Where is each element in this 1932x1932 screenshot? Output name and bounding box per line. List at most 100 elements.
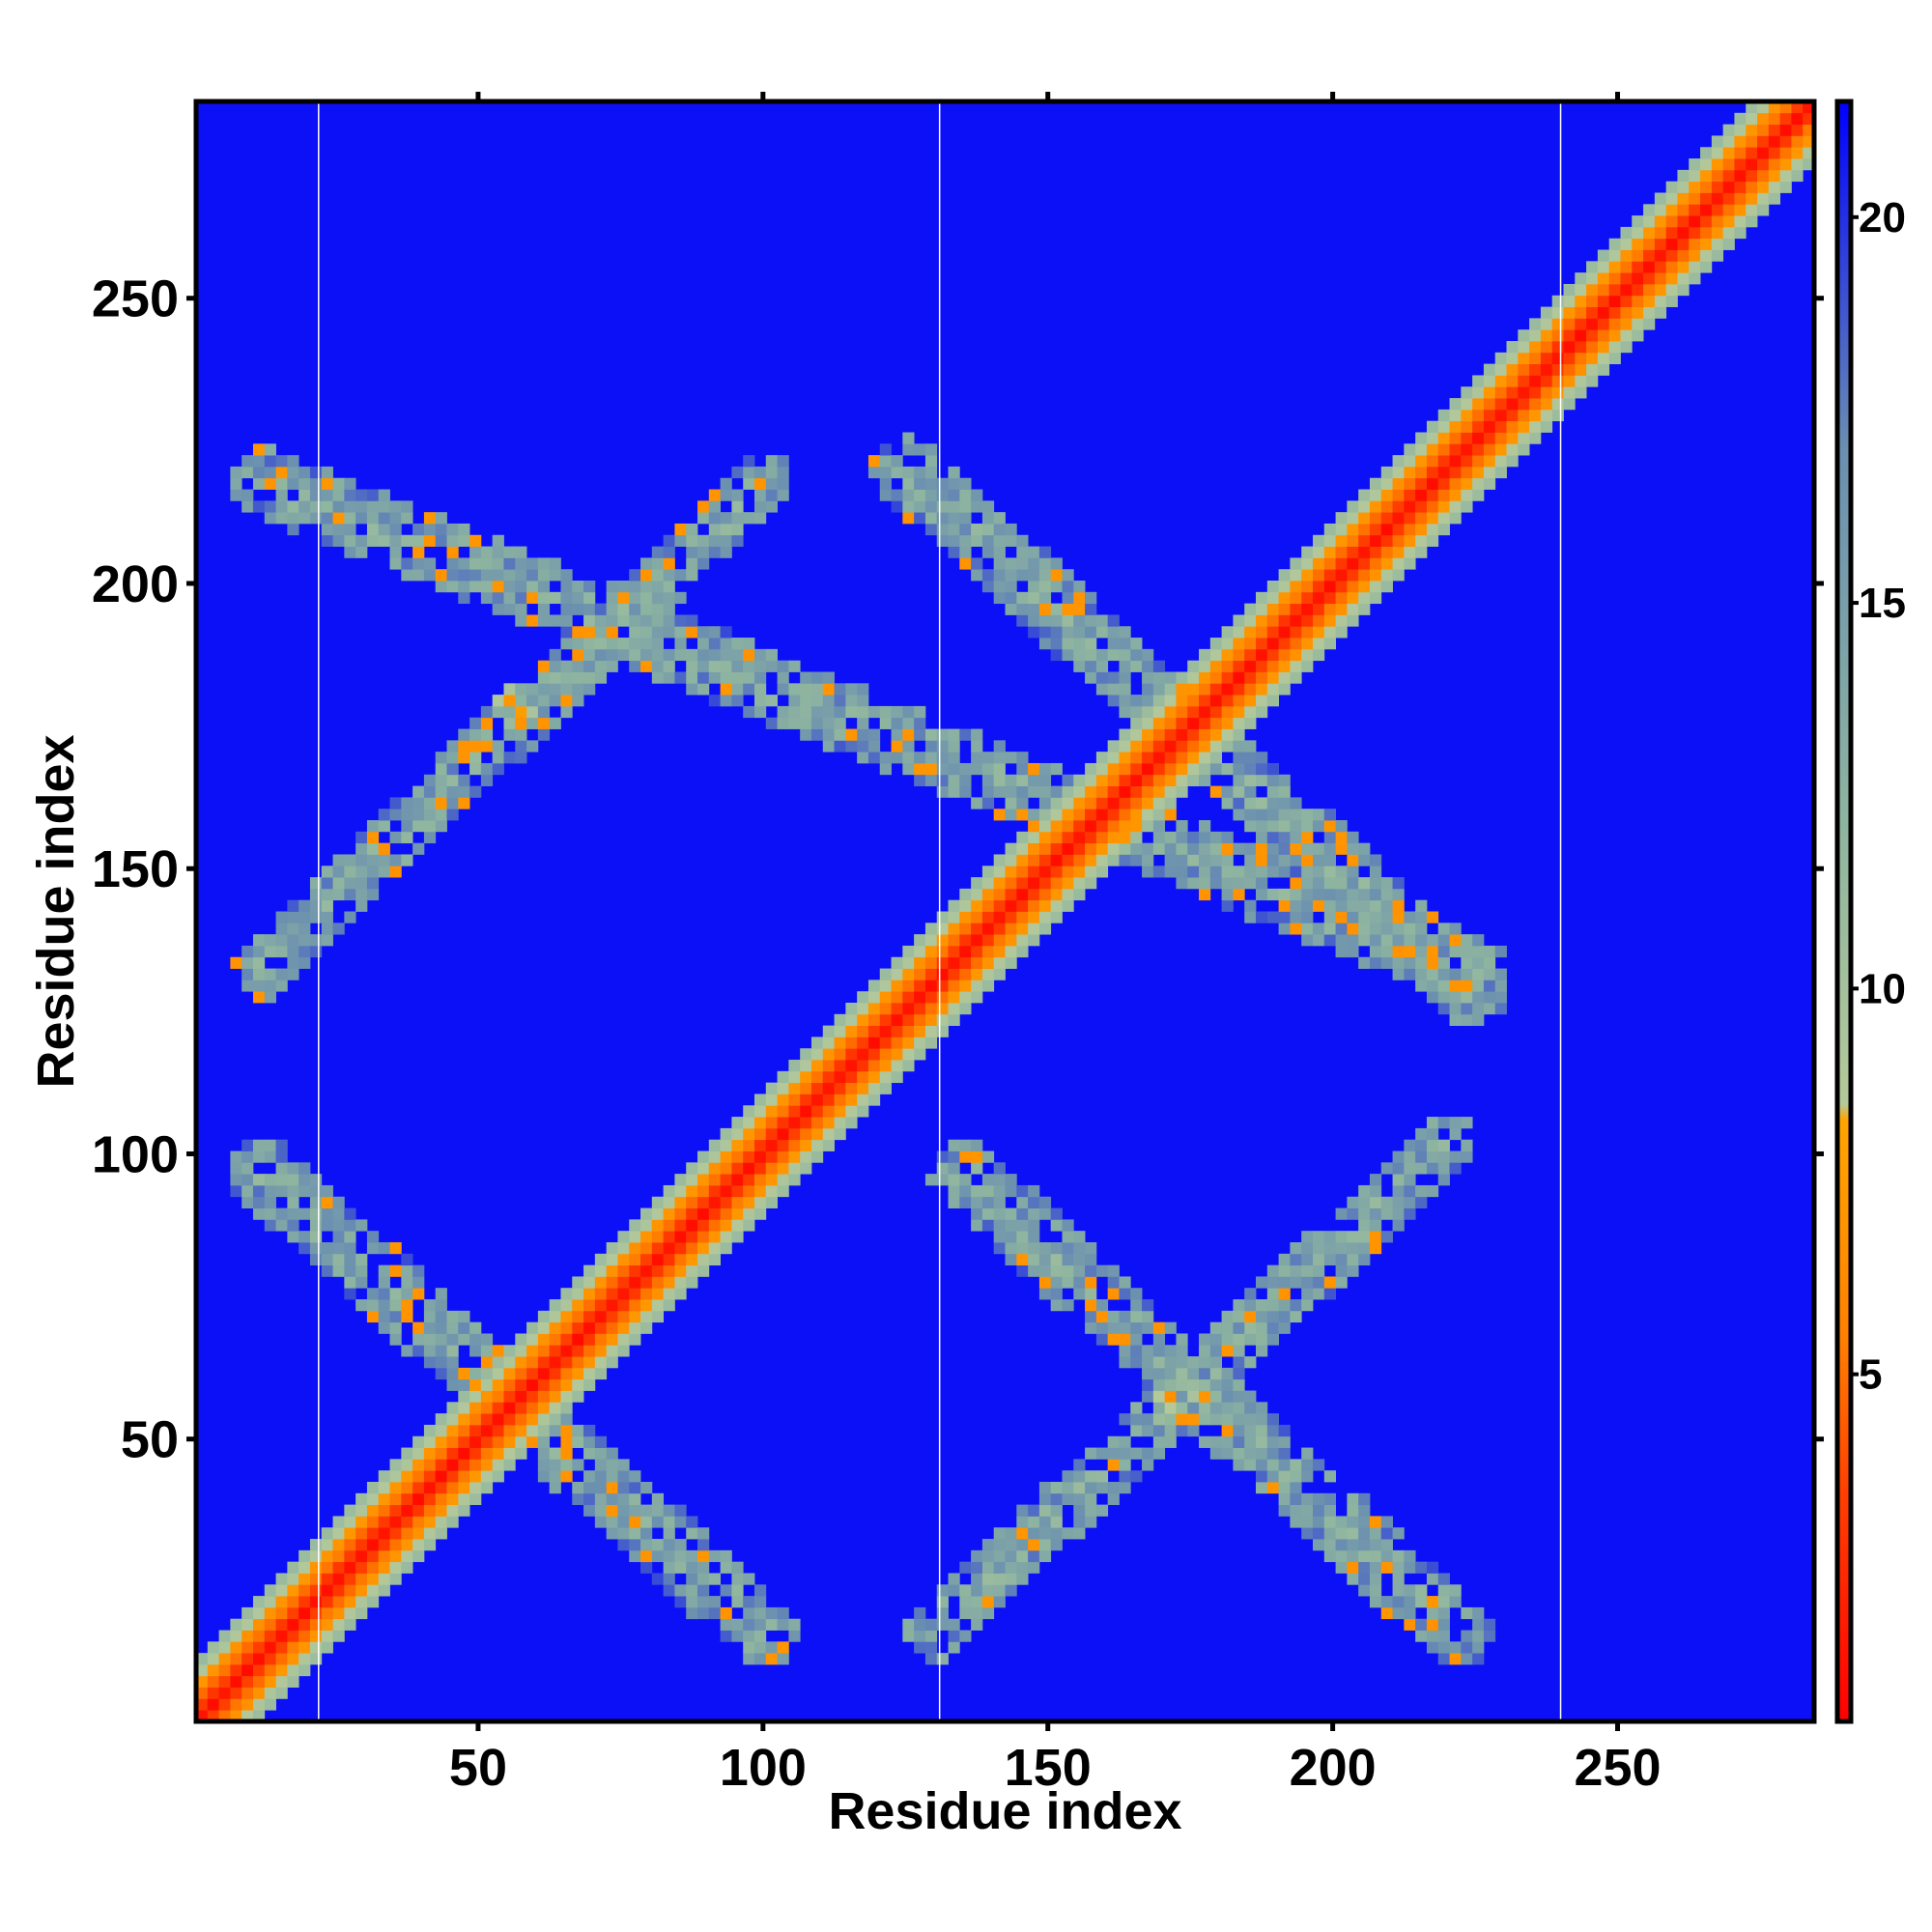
heatmap-cell (458, 1447, 470, 1460)
heatmap-cell (697, 512, 710, 525)
heatmap-cell (287, 1596, 299, 1608)
heatmap-cell (1437, 455, 1450, 468)
heatmap-cell (971, 1606, 983, 1620)
heatmap-cell (1540, 409, 1553, 422)
heatmap-cell (959, 500, 972, 513)
heatmap-cell (948, 1641, 960, 1654)
heatmap-cell (1005, 1561, 1017, 1574)
heatmap-cell (378, 1241, 390, 1255)
heatmap-cell (1016, 762, 1029, 776)
heatmap-cell (1347, 1492, 1359, 1506)
heatmap-cell (469, 1481, 482, 1494)
heatmap-cell (583, 1367, 596, 1380)
heatmap-cell (1323, 854, 1336, 867)
heatmap-cell (458, 1402, 470, 1414)
heatmap-cell (298, 1174, 311, 1186)
heatmap-cell (1335, 820, 1348, 833)
heatmap-cell (1711, 226, 1724, 240)
heatmap-cell (344, 1288, 356, 1300)
heatmap-cell (1187, 774, 1200, 786)
heatmap-cell (572, 1492, 584, 1506)
heatmap-cell (743, 1117, 755, 1129)
heatmap-cell (1323, 899, 1336, 912)
heatmap-cell (480, 1424, 494, 1437)
heatmap-cell (537, 603, 551, 615)
heatmap-cell (298, 466, 311, 479)
heatmap-cell (1209, 717, 1223, 729)
heatmap-cell (252, 1675, 266, 1688)
heatmap-cell (1677, 204, 1690, 216)
heatmap-cell (1062, 774, 1074, 786)
heatmap-cell (1312, 1241, 1325, 1255)
heatmap-cell (1221, 638, 1234, 650)
heatmap-cell (435, 1516, 447, 1528)
heatmap-cell (1347, 512, 1359, 525)
heatmap-cell (503, 695, 516, 707)
heatmap-cell (1449, 489, 1462, 501)
heatmap-cell (560, 1424, 573, 1437)
heatmap-cell (594, 1435, 608, 1448)
heatmap-cell (1278, 854, 1291, 867)
heatmap-cell (697, 1253, 710, 1266)
heatmap-cell (1233, 728, 1245, 741)
heatmap-cell (1392, 466, 1405, 479)
heatmap-cell (515, 717, 527, 729)
heatmap-cell (1005, 534, 1017, 547)
heatmap-cell (902, 466, 915, 479)
heatmap-cell (743, 1139, 755, 1151)
heatmap-cell (287, 477, 299, 490)
heatmap-cell (1722, 226, 1735, 240)
heatmap-cell (765, 717, 778, 729)
heatmap-cell (264, 1208, 276, 1220)
heatmap-cell (1392, 1174, 1405, 1186)
heatmap-cell (1700, 181, 1713, 193)
heatmap-cell (993, 581, 1006, 593)
heatmap-cell (867, 1094, 881, 1106)
heatmap-cell (1278, 683, 1291, 696)
heatmap-cell (515, 1333, 527, 1346)
heatmap-cell (252, 956, 266, 969)
heatmap-cell (1335, 1516, 1348, 1528)
heatmap-cell (617, 581, 630, 593)
heatmap-cell (1290, 831, 1302, 844)
heatmap-cell (1323, 546, 1336, 558)
heatmap-cell (1278, 569, 1291, 582)
heatmap-cell (309, 1219, 323, 1232)
heatmap-cell (902, 1630, 915, 1642)
heatmap-cell (1472, 432, 1485, 444)
heatmap-cell (1176, 1333, 1188, 1346)
heatmap-cell (583, 1481, 596, 1494)
heatmap-cell (981, 923, 995, 935)
heatmap-cell (1085, 1299, 1097, 1312)
heatmap-cell (1746, 147, 1758, 159)
heatmap-cell (629, 1470, 641, 1483)
heatmap-cell (936, 1584, 949, 1597)
heatmap-cell (981, 523, 995, 536)
heatmap-cell (423, 523, 437, 536)
heatmap-cell (230, 1162, 242, 1175)
heatmap-cell (1038, 877, 1052, 890)
heatmap-cell (765, 1105, 778, 1118)
heatmap-cell (469, 557, 482, 570)
heatmap-cell (720, 695, 732, 707)
heatmap-cell (697, 1162, 710, 1175)
heatmap-cell (423, 1481, 437, 1494)
heatmap-cell (332, 1596, 345, 1608)
heatmap-cell (1062, 866, 1074, 878)
heatmap-cell (344, 489, 356, 501)
heatmap-cell (663, 1549, 675, 1563)
heatmap-cell (1437, 432, 1450, 444)
heatmap-cell (743, 683, 755, 696)
heatmap-cell (1358, 877, 1371, 890)
heatmap-cell (275, 923, 288, 935)
heatmap-cell (1164, 1413, 1177, 1426)
heatmap-cell (1164, 1390, 1177, 1403)
heatmap-cell (765, 489, 778, 501)
heatmap-cell (594, 1516, 608, 1528)
heatmap-cell (378, 866, 390, 878)
heatmap-cell (753, 1584, 767, 1597)
heatmap-cell (1073, 614, 1086, 627)
heatmap-cell (800, 1094, 812, 1106)
heatmap-cell (1016, 1208, 1029, 1220)
heatmap-cell (686, 1549, 698, 1563)
